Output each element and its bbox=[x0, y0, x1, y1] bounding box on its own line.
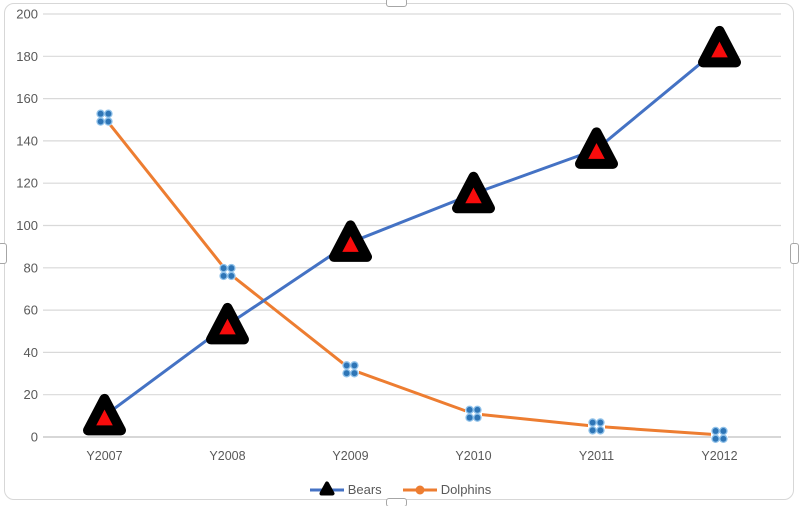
dolphins-data-point-marker[interactable] bbox=[342, 361, 351, 370]
x-category-label: Y2010 bbox=[455, 449, 491, 463]
y-tick-label: 20 bbox=[24, 387, 38, 402]
y-tick-label: 60 bbox=[24, 303, 38, 318]
resize-handle-right[interactable] bbox=[790, 243, 799, 264]
y-tick-label: 40 bbox=[24, 345, 38, 360]
dolphins-data-point-marker[interactable] bbox=[227, 271, 236, 281]
x-category-label: Y2008 bbox=[209, 449, 245, 463]
resize-handle-top[interactable] bbox=[386, 0, 407, 7]
y-tick-label: 180 bbox=[16, 49, 38, 64]
dolphins-series-line[interactable] bbox=[103, 116, 720, 437]
dolphins-data-point-marker[interactable] bbox=[473, 413, 482, 422]
dolphins-data-point-marker[interactable] bbox=[96, 109, 105, 118]
y-tick-label: 160 bbox=[16, 91, 38, 106]
dolphins-data-point-marker[interactable] bbox=[104, 117, 113, 126]
dolphins-data-point-marker[interactable] bbox=[719, 426, 728, 436]
dolphins-data-point-marker[interactable] bbox=[219, 271, 228, 281]
legend-label-dolphins: Dolphins bbox=[440, 481, 492, 497]
dolphins-data-point-marker[interactable] bbox=[711, 426, 720, 436]
dolphins-data-point-marker[interactable] bbox=[227, 263, 236, 273]
y-tick-label: 200 bbox=[16, 7, 38, 22]
dolphins-data-point-marker[interactable] bbox=[588, 418, 597, 427]
dolphins-data-point-marker[interactable] bbox=[711, 434, 720, 444]
bears-data-point-marker[interactable] bbox=[83, 393, 126, 436]
dolphins-data-point-marker[interactable] bbox=[465, 413, 474, 422]
bears-data-point-marker[interactable] bbox=[329, 220, 372, 262]
x-category-label: Y2011 bbox=[579, 449, 614, 463]
x-category-label: Y2012 bbox=[701, 449, 737, 463]
dolphins-data-point-marker[interactable] bbox=[588, 426, 597, 435]
bears-data-point-marker[interactable] bbox=[698, 25, 741, 68]
dolphins-data-point-marker[interactable] bbox=[719, 434, 728, 444]
resize-handle-left[interactable] bbox=[0, 243, 7, 264]
legend-label-bears: Bears bbox=[347, 481, 382, 497]
legend-item-bears[interactable]: Bears bbox=[309, 481, 382, 497]
bears-legend-marker-icon bbox=[309, 481, 344, 496]
y-tick-label: 0 bbox=[31, 430, 38, 445]
chart-legend: Bears Dolphins bbox=[0, 478, 800, 500]
bears-data-point-marker[interactable] bbox=[575, 127, 618, 169]
dolphins-data-point-marker[interactable] bbox=[596, 418, 605, 427]
dolphins-data-point-marker[interactable] bbox=[219, 263, 228, 273]
dolphins-data-point-marker[interactable] bbox=[96, 117, 105, 126]
dolphins-data-point-marker[interactable] bbox=[350, 361, 359, 370]
dolphins-legend-marker-icon bbox=[402, 485, 437, 495]
resize-handle-bottom[interactable] bbox=[386, 498, 407, 506]
bears-data-point-marker[interactable] bbox=[452, 171, 495, 214]
dolphins-data-point-marker[interactable] bbox=[465, 405, 474, 415]
x-category-label: Y2009 bbox=[332, 449, 368, 463]
dolphins-data-point-marker[interactable] bbox=[473, 405, 482, 415]
dolphins-data-point-marker[interactable] bbox=[350, 368, 359, 378]
y-tick-label: 120 bbox=[16, 176, 38, 191]
bears-data-point-marker[interactable] bbox=[206, 302, 249, 345]
y-tick-label: 100 bbox=[16, 218, 38, 233]
x-category-label: Y2007 bbox=[86, 449, 122, 463]
dolphins-data-point-marker[interactable] bbox=[596, 426, 605, 435]
dolphins-data-point-marker[interactable] bbox=[104, 109, 113, 118]
y-tick-label: 140 bbox=[16, 133, 38, 148]
legend-item-dolphins[interactable]: Dolphins bbox=[402, 481, 492, 497]
y-tick-label: 80 bbox=[24, 260, 38, 275]
dolphins-data-point-marker[interactable] bbox=[342, 368, 351, 378]
